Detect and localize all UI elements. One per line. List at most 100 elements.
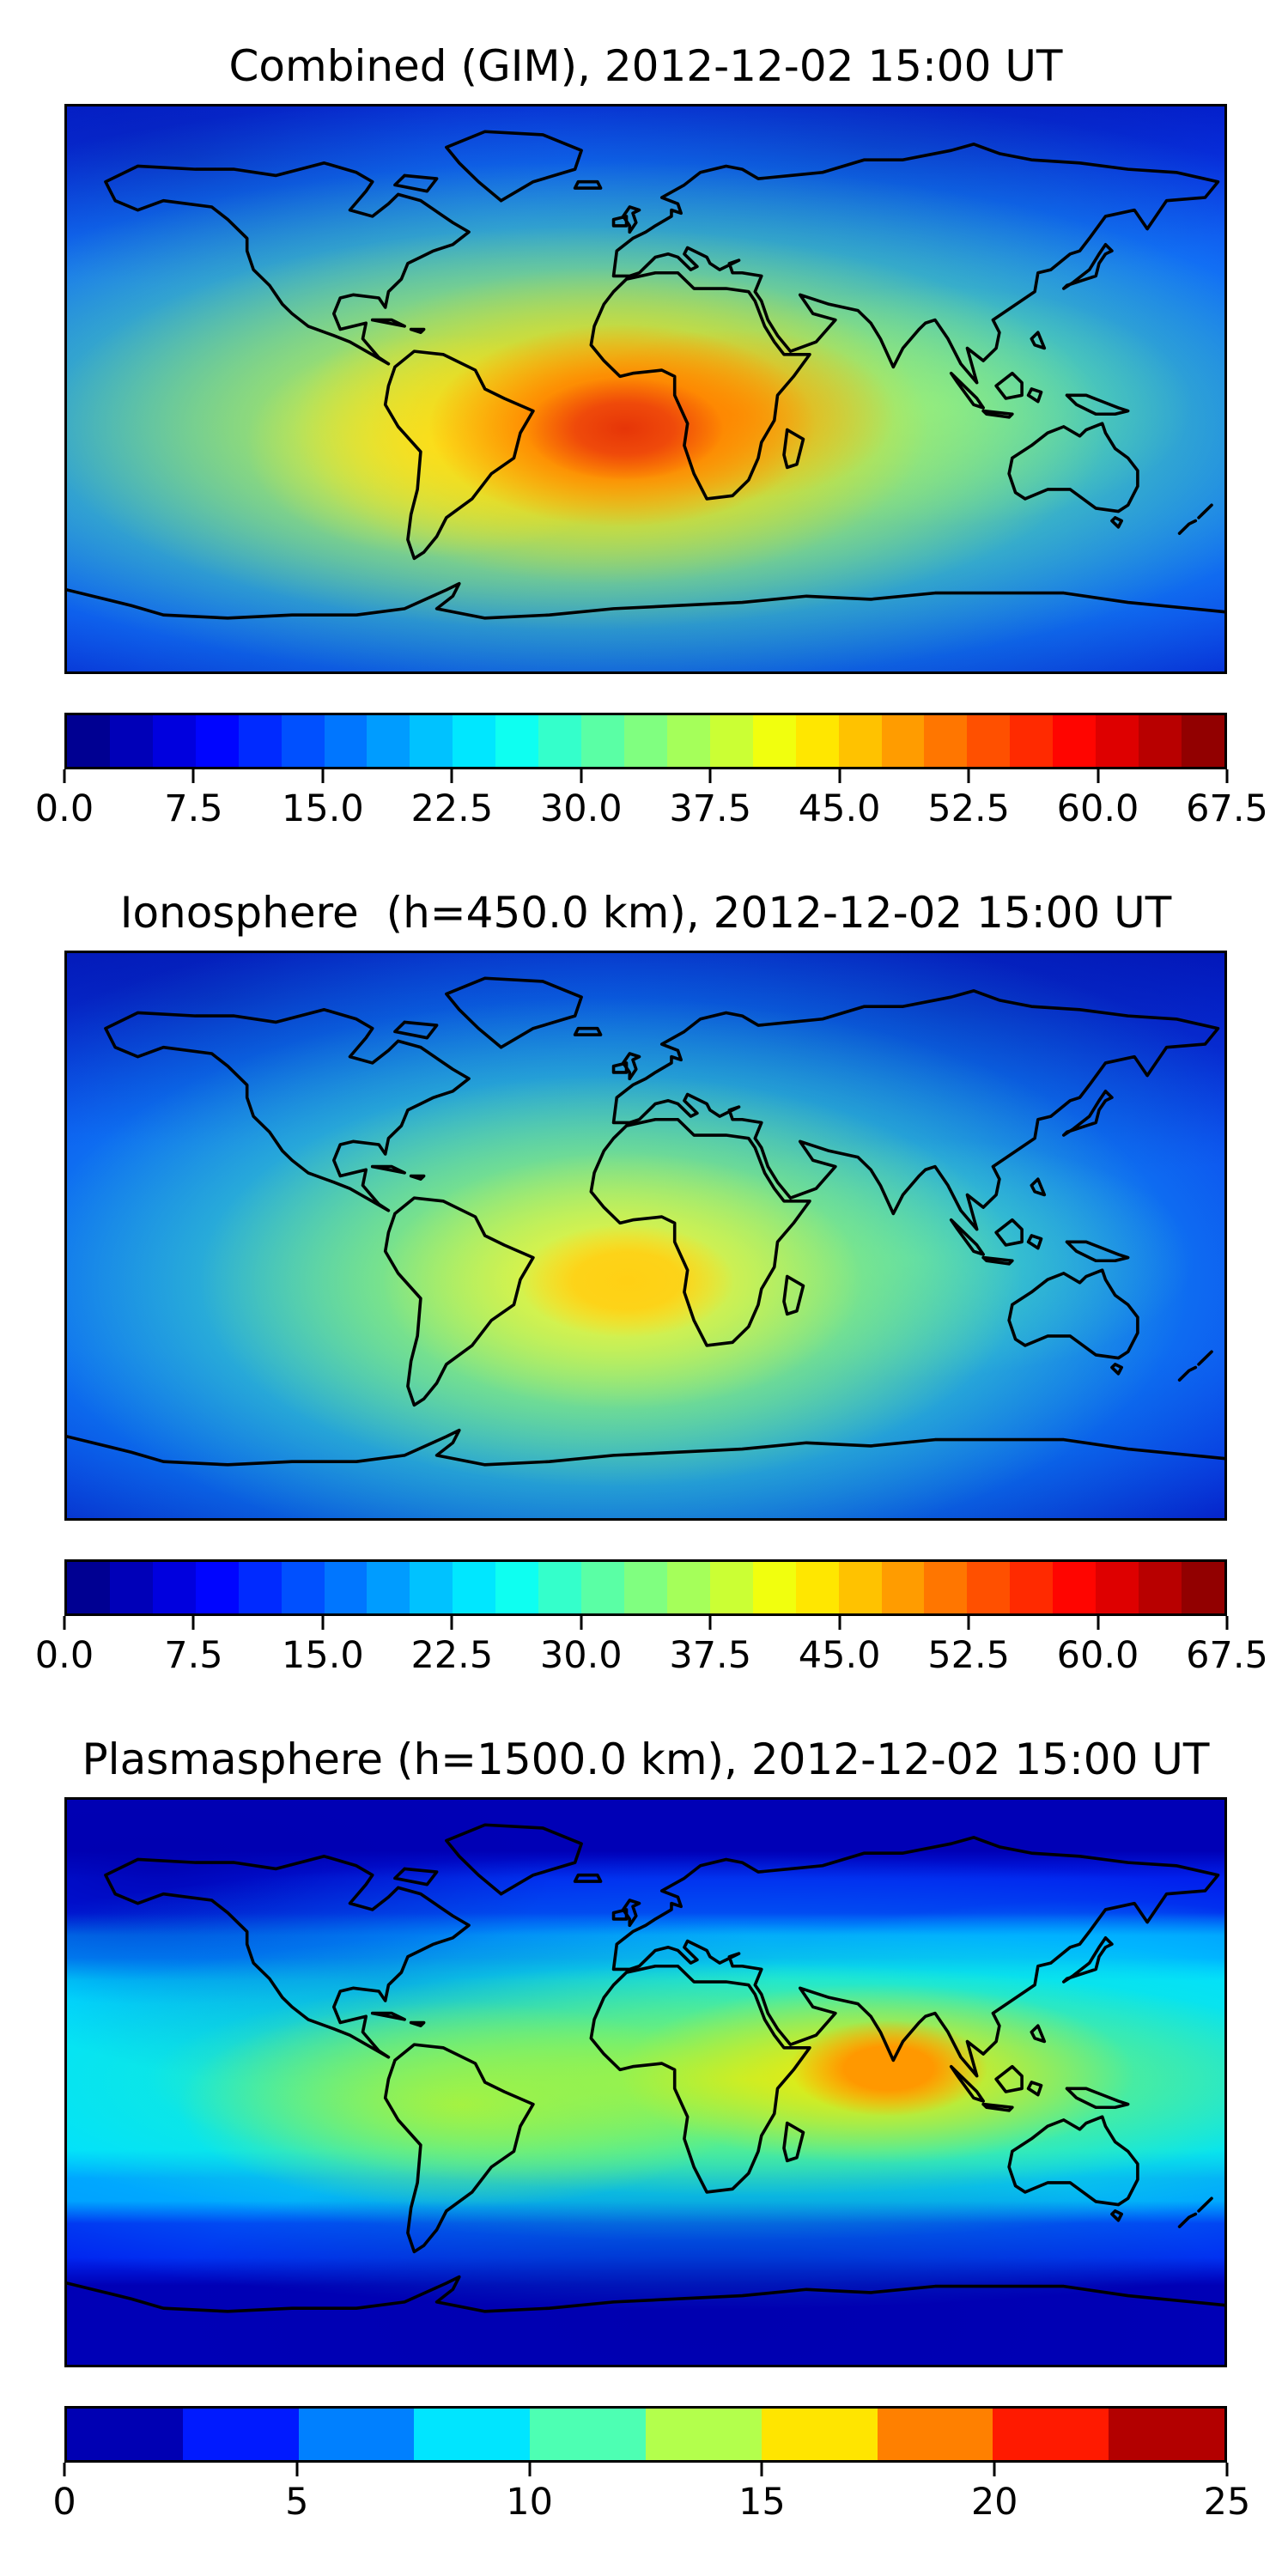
- colorbar-segment: [453, 715, 496, 767]
- colorbar-segment: [495, 715, 539, 767]
- colorbar-segment: [195, 715, 239, 767]
- panel-plasmasphere: Plasmasphere (h=1500.0 km), 2012-12-02 1…: [0, 1693, 1288, 2540]
- coastlines: [67, 106, 1224, 671]
- colorbar-segment: [281, 1562, 325, 1613]
- colorbar-tick: [191, 1616, 195, 1630]
- colorbar-segment: [1139, 1562, 1182, 1613]
- colorbar-tick: [450, 769, 453, 783]
- colorbar-segment: [530, 2409, 646, 2460]
- colorbar-tick-label: 45.0: [798, 1634, 881, 1677]
- colorbar: [64, 2406, 1227, 2463]
- colorbar-tick-label: 0: [52, 2481, 76, 2524]
- colorbar-segment: [538, 715, 582, 767]
- colorbar-tick-label: 15: [738, 2481, 786, 2524]
- colorbar-tick: [838, 1616, 841, 1630]
- colorbar-segment: [238, 1562, 282, 1613]
- colorbar-tick-label: 30.0: [539, 1634, 623, 1677]
- colorbar-segment: [324, 715, 368, 767]
- colorbar-segment: [967, 715, 1011, 767]
- colorbar: [64, 1559, 1227, 1616]
- colorbar-tick: [1225, 2463, 1229, 2476]
- colorbar-segment: [924, 715, 968, 767]
- colorbar-tick: [295, 2463, 299, 2476]
- colorbar-segment: [1139, 715, 1182, 767]
- colorbar-segment: [752, 1562, 796, 1613]
- colorbar-tick-label: 30.0: [539, 787, 623, 830]
- colorbar-segment: [109, 1562, 153, 1613]
- colorbar-ticks: 0.0 7.5 15.0 22.5 30.0 37.5 45.0 52.5 60.0 67.5: [35, 769, 1268, 845]
- colorbar-segment: [623, 1562, 667, 1613]
- colorbar-segment: [881, 1562, 925, 1613]
- colorbar-ticks: 0.0 7.5 15.0 22.5 30.0 37.5 45.0 52.5 60.0 67.5: [35, 1616, 1268, 1692]
- colorbar-segment: [67, 1562, 110, 1613]
- world-map: [64, 104, 1227, 674]
- colorbar-segment: [367, 1562, 410, 1613]
- colorbar-tick: [838, 769, 841, 783]
- panel-ionosphere: Ionosphere (h=450.0 km), 2012-12-02 15:0…: [0, 847, 1288, 1693]
- colorbar-segment: [367, 715, 410, 767]
- colorbar-tick: [1097, 1616, 1100, 1630]
- colorbar-segment: [795, 1562, 839, 1613]
- page-title: Plasmasphere (h=1500.0 km), 2012-12-02 1…: [82, 1735, 1210, 1784]
- colorbar-tick-label: 60.0: [1056, 787, 1139, 830]
- colorbar-segment: [182, 2409, 299, 2460]
- colorbar-segment: [538, 1562, 582, 1613]
- world-map: [64, 951, 1227, 1521]
- colorbar-segment: [324, 1562, 368, 1613]
- colorbar-tick: [63, 1616, 66, 1630]
- colorbar-tick-label: 20: [970, 2481, 1018, 2524]
- colorbar-tick: [708, 769, 712, 783]
- colorbar-tick-label: 22.5: [410, 787, 494, 830]
- colorbar-tick: [580, 769, 583, 783]
- colorbar-segment: [623, 715, 667, 767]
- colorbar-tick-label: 15.0: [282, 1634, 364, 1677]
- colorbar-segment: [109, 715, 153, 767]
- colorbar-segment: [1010, 1562, 1054, 1613]
- colorbar-tick: [1097, 769, 1100, 783]
- colorbar-segment: [881, 715, 925, 767]
- colorbar-segment: [709, 1562, 753, 1613]
- page-title: Combined (GIM), 2012-12-02 15:00 UT: [228, 41, 1063, 91]
- colorbar-tick: [321, 769, 325, 783]
- colorbar-segment: [877, 2409, 993, 2460]
- coastlines: [67, 1800, 1224, 2365]
- colorbar-segment: [924, 1562, 968, 1613]
- colorbar-segment: [709, 715, 753, 767]
- colorbar-segment: [752, 715, 796, 767]
- colorbar-tick-label: 25: [1203, 2481, 1251, 2524]
- colorbar-tick: [993, 2463, 996, 2476]
- colorbar-tick-label: 5: [285, 2481, 309, 2524]
- colorbar-tick-label: 37.5: [669, 1634, 752, 1677]
- colorbar-tick-label: 60.0: [1056, 1634, 1139, 1677]
- colorbar-segment: [238, 715, 282, 767]
- colorbar-segment: [838, 1562, 882, 1613]
- colorbar-segment: [152, 715, 196, 767]
- colorbar-tick: [708, 1616, 712, 1630]
- colorbar-tick: [63, 769, 66, 783]
- colorbar-segment: [1109, 2409, 1224, 2460]
- colorbar-segment: [795, 715, 839, 767]
- colorbar-segment: [967, 1562, 1011, 1613]
- colorbar-segment: [666, 1562, 710, 1613]
- colorbar-tick-label: 67.5: [1186, 787, 1268, 830]
- colorbar-segment: [838, 715, 882, 767]
- world-map: [64, 1797, 1227, 2367]
- colorbar-segment: [152, 1562, 196, 1613]
- colorbar-tick-label: 45.0: [798, 787, 881, 830]
- colorbar-segment: [495, 1562, 539, 1613]
- colorbar-tick-label: 37.5: [669, 787, 752, 830]
- colorbar-segment: [1053, 1562, 1097, 1613]
- colorbar-segment: [1181, 715, 1224, 767]
- colorbar-segment: [195, 1562, 239, 1613]
- colorbar-segment: [298, 2409, 415, 2460]
- colorbar-tick: [967, 1616, 970, 1630]
- colorbar-tick: [450, 1616, 453, 1630]
- colorbar-tick: [760, 2463, 763, 2476]
- colorbar-tick: [63, 2463, 66, 2476]
- coastlines: [67, 953, 1224, 1518]
- colorbar-tick: [191, 769, 195, 783]
- colorbar-segment: [581, 1562, 624, 1613]
- colorbar-ticks: 0 5 10 15 20 25: [52, 2463, 1250, 2538]
- colorbar-segment: [666, 715, 710, 767]
